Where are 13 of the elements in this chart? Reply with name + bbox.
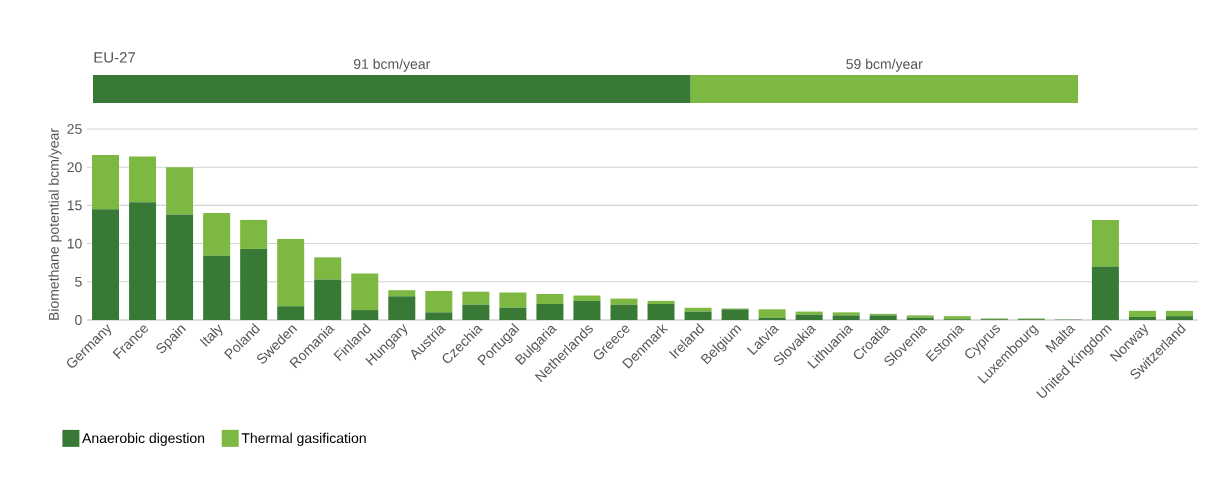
data-label: 91 bcm/year [353, 58, 431, 72]
y-tick-label: 10 [67, 238, 82, 249]
y-tick-label: 20 [67, 162, 82, 173]
y-tick-label: EU-27 [94, 52, 136, 63]
y-tick-label: 0 [75, 315, 82, 325]
y-tick-label: 5 [75, 276, 82, 287]
data-label: 59 bcm/year [846, 58, 923, 72]
legend-label: Thermal gasification [241, 432, 366, 446]
legend-label: Anaerobic digestion [82, 432, 205, 446]
y-tick-label: 15 [67, 200, 82, 211]
x-tick-label: Italy [199, 324, 223, 347]
y-tick-label: 25 [67, 124, 82, 134]
y-axis-title: Biomethane potential bcm/year [48, 128, 62, 320]
